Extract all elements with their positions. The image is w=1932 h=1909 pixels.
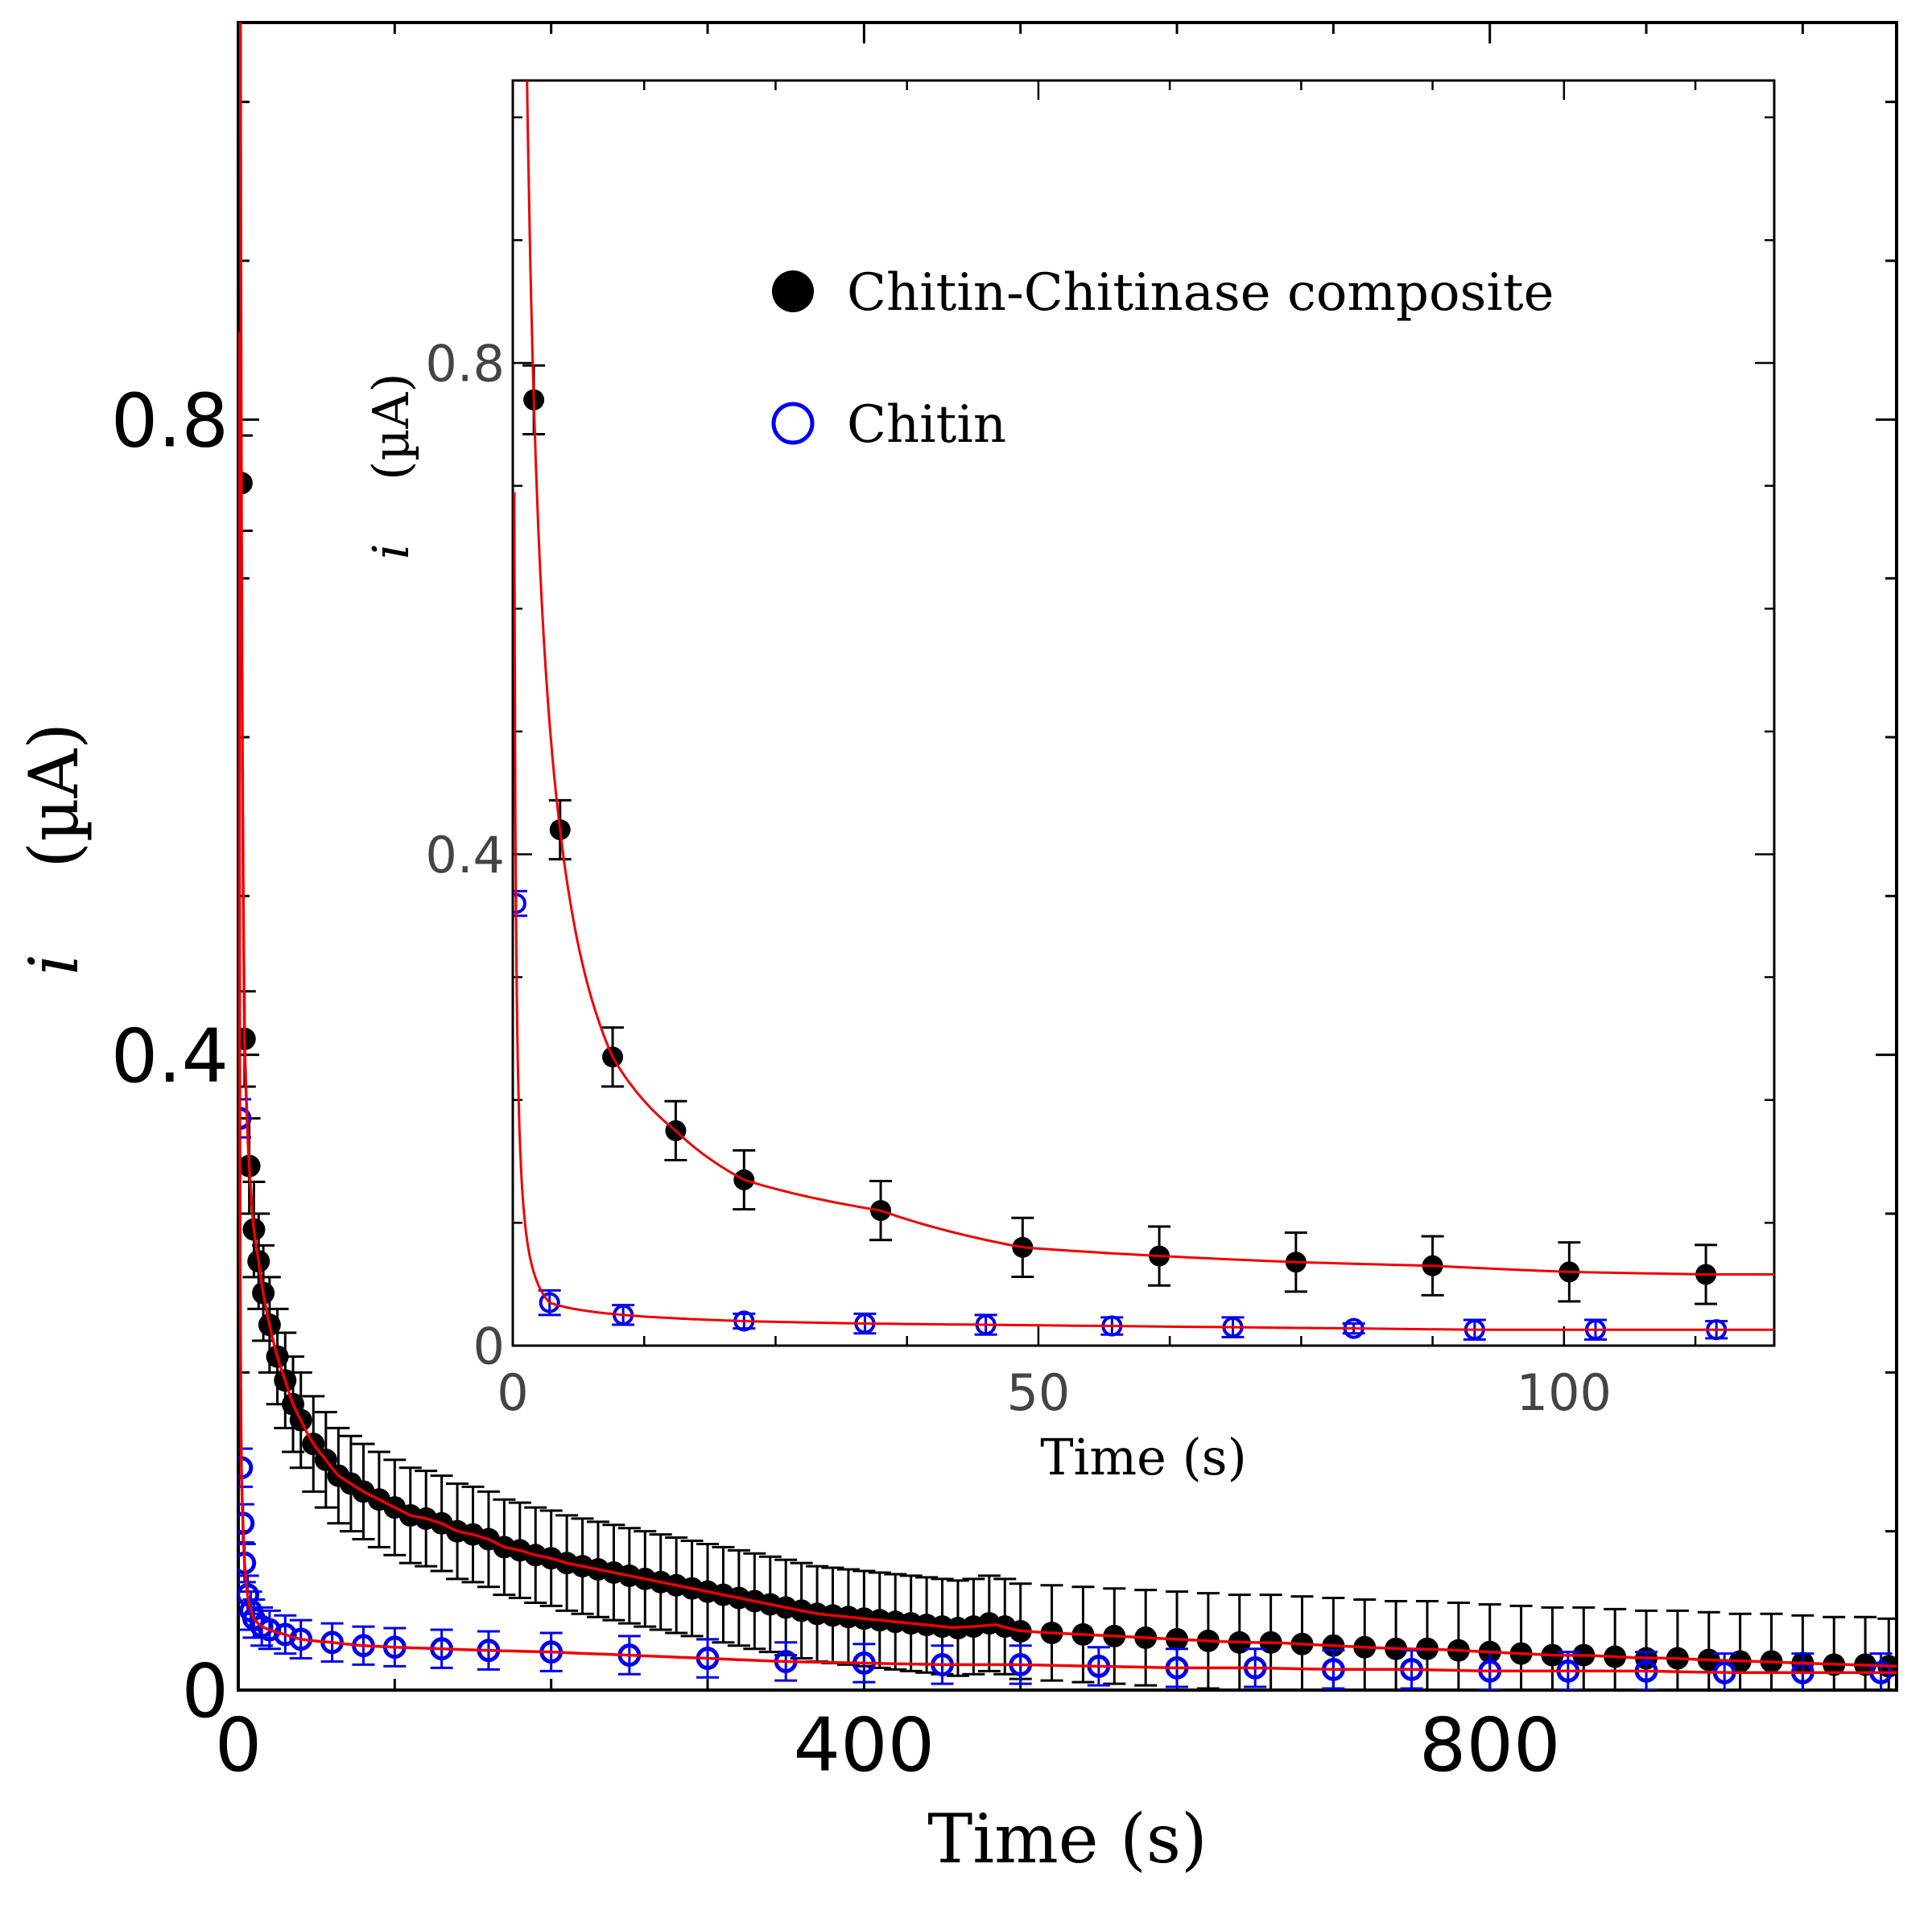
inset-x-tick-label: 100 [1517, 1363, 1612, 1422]
main-x-tick-label: 800 [1419, 1702, 1561, 1788]
inset-plot: 0 50 100 0 0.4 0.8 Time (s) i (µA) [361, 79, 1776, 1486]
main-y-tick-label: 0.8 [111, 377, 229, 464]
inset-y-axis-label: i (µA) [361, 373, 420, 559]
inset-y-tick-label: 0 [473, 1317, 505, 1375]
main-y-tick-label: 0.4 [111, 1013, 229, 1099]
legend-marker-composite [772, 270, 814, 312]
main-data-point [238, 1027, 256, 1050]
inset-fit-curve-chitin [513, 492, 1774, 1331]
legend-label-chitin: Chitin [847, 395, 1006, 455]
inset-data-point [539, 1292, 560, 1313]
main-x-tick-label: 400 [794, 1702, 935, 1788]
main-fit-curve-chitin [238, 332, 1897, 1675]
main-y-axis-symbol: i [14, 954, 93, 975]
main-x-axis-label: Time (s) [927, 1800, 1208, 1878]
legend-marker-chitin [771, 402, 815, 445]
inset-data-layer [513, 80, 1774, 1341]
main-data-layer [238, 23, 1897, 1690]
legend: Chitin-Chitinase composite Chitin [771, 263, 1554, 455]
inset-plot-frame [511, 79, 1776, 1347]
inset-y-tick-label: 0.8 [425, 334, 505, 393]
inset-y-tick-label: 0.4 [425, 826, 505, 884]
inset-y-axis-symbol: i [361, 543, 420, 559]
legend-label-composite: Chitin-Chitinase composite [847, 263, 1554, 323]
inset-x-tick-label: 50 [1006, 1363, 1070, 1422]
inset-x-tick-label: 0 [497, 1363, 528, 1422]
main-y-axis-label: i (µA) [14, 723, 93, 975]
main-fit-curve-composite [238, 23, 1897, 1668]
inset-y-axis-unit: (µA) [361, 373, 420, 480]
inset-fit-curve-composite [526, 80, 1774, 1276]
main-y-tick-label: 0 [181, 1648, 229, 1734]
main-x-tick-label: 0 [215, 1702, 262, 1788]
main-y-axis-unit: (µA) [14, 723, 93, 868]
inset-x-axis-label: Time (s) [1040, 1428, 1247, 1486]
